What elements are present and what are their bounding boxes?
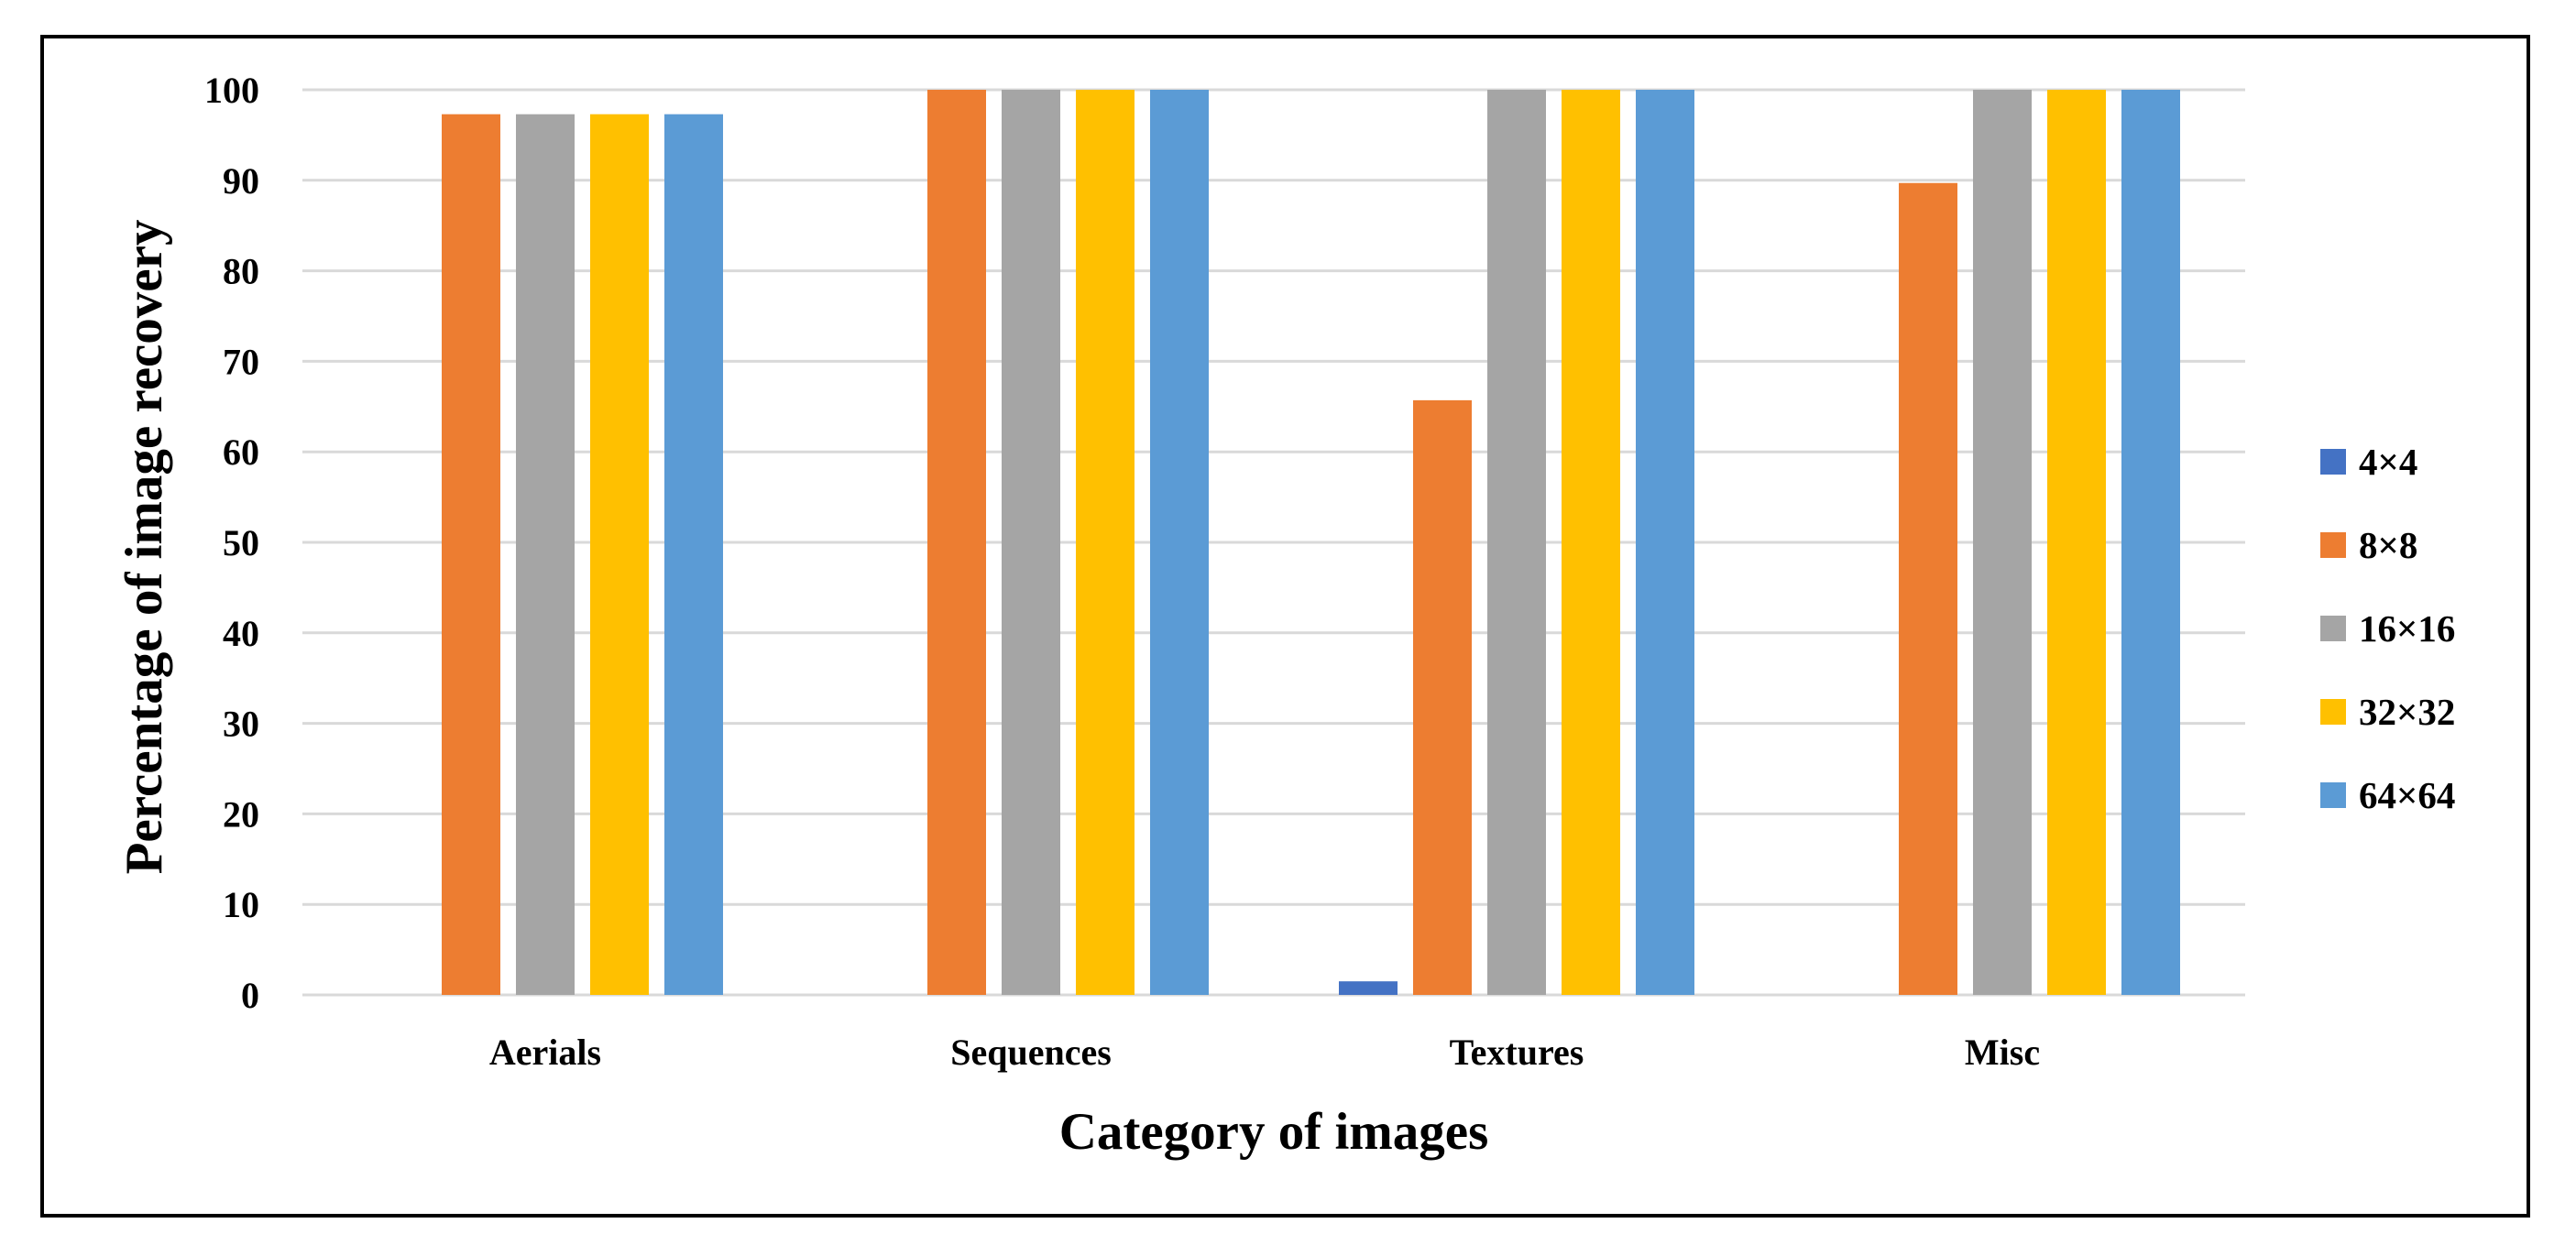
y-tick-label: 70 [223,341,259,382]
bars [442,90,2180,995]
legend: 4×4 8×8 16×16 32×32 64×64 [2320,441,2455,816]
y-tick-label: 80 [223,251,259,292]
bar [2121,90,2180,995]
bar [2047,90,2106,995]
legend-swatch [2320,699,2346,725]
x-axis-ticks: Aerials Sequences Textures Misc [489,1032,2040,1073]
bar [590,114,649,995]
bar [1002,90,1060,995]
y-axis-title: Percentage of image recovery [115,220,173,875]
y-tick-label: 30 [223,704,259,745]
legend-label: 16×16 [2359,607,2455,650]
bar [516,114,575,995]
legend-swatch [2320,532,2346,558]
legend-swatch [2320,616,2346,641]
bar [1899,182,1957,995]
y-tick-label: 40 [223,613,259,654]
legend-label: 4×4 [2359,441,2417,483]
y-tick-label: 0 [241,975,259,1016]
y-tick-label: 20 [223,793,259,835]
y-tick-label: 60 [223,431,259,473]
x-axis-title: Category of images [1059,1103,1489,1161]
bar [1413,399,1472,995]
x-tick-label: Misc [1965,1032,2040,1073]
legend-label: 64×64 [2359,774,2455,816]
y-axis-ticks: 0 10 20 30 40 50 60 70 80 90 100 [204,70,259,1016]
bar [927,90,986,995]
y-tick-label: 10 [223,884,259,925]
bar [1487,90,1546,995]
bar [1636,90,1694,995]
bar [1973,90,2032,995]
bar [1562,90,1620,995]
y-tick-label: 90 [223,160,259,202]
x-tick-label: Sequences [950,1032,1112,1073]
legend-swatch [2320,449,2346,475]
bar [1150,90,1209,995]
y-tick-label: 50 [223,522,259,563]
legend-swatch [2320,782,2346,808]
bar [664,114,723,995]
bar [442,114,500,995]
x-tick-label: Aerials [489,1032,601,1073]
bar [1076,90,1135,995]
legend-label: 8×8 [2359,524,2417,566]
x-tick-label: Textures [1450,1032,1584,1073]
legend-label: 32×32 [2359,691,2455,733]
bar [1339,981,1398,995]
y-tick-label: 100 [204,70,259,111]
